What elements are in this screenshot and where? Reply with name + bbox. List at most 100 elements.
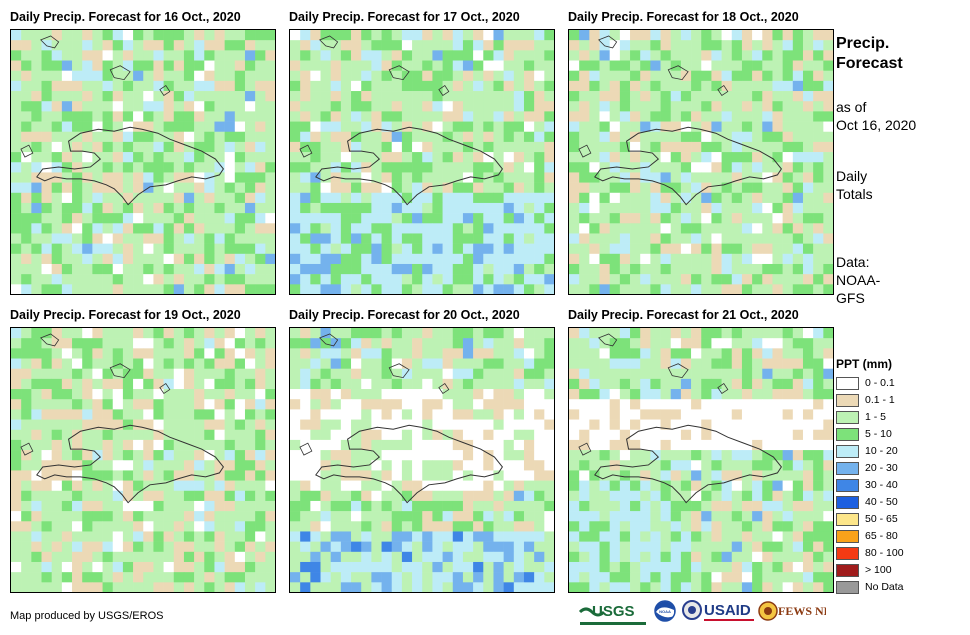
precip-cell (391, 70, 403, 82)
precip-cell (204, 30, 215, 41)
precip-cell (503, 521, 515, 532)
precip-cell (234, 328, 246, 339)
precip-cell (680, 470, 692, 481)
precip-cell (194, 243, 205, 255)
precip-cell (290, 253, 301, 265)
precip-cell (290, 80, 301, 92)
precip-cell (569, 60, 580, 71)
precip-cell (214, 141, 225, 153)
precip-cell (823, 429, 833, 441)
precip-cell (361, 80, 372, 92)
precip-cell (82, 419, 93, 431)
precip-cell (741, 348, 753, 359)
precip-cell (371, 378, 382, 390)
precip-cell (741, 409, 753, 420)
precip-cell (310, 470, 321, 481)
precip-cell (619, 490, 631, 502)
precip-cell (452, 91, 464, 102)
precip-cell (143, 172, 154, 183)
precip-cell (442, 152, 454, 163)
precip-cell (721, 378, 733, 390)
precip-cell (731, 60, 743, 71)
precip-cell (701, 131, 712, 143)
precip-cell (650, 192, 661, 204)
precip-cell (194, 460, 205, 471)
precip-cell (772, 253, 783, 265)
precip-cell (11, 182, 22, 194)
precip-cell (351, 439, 362, 451)
precip-cell (31, 521, 42, 532)
precip-cell (82, 274, 93, 285)
precip-cell (214, 378, 225, 390)
precip-cell (320, 152, 331, 163)
precip-cell (462, 101, 474, 112)
precip-cell (792, 50, 804, 61)
precip-cell (660, 263, 672, 275)
precip-map[interactable] (289, 327, 555, 593)
precip-cell (173, 439, 185, 451)
precip-cell (244, 500, 256, 512)
precip-cell (569, 500, 580, 512)
precip-cell (589, 253, 600, 265)
precip-map[interactable] (568, 327, 834, 593)
precip-cell (204, 233, 215, 244)
precip-cell (432, 429, 443, 441)
precip-cell (41, 243, 52, 255)
precip-cell (579, 243, 590, 255)
precip-cell (224, 521, 236, 532)
precip-cell (579, 213, 590, 224)
precip-cell (523, 141, 535, 153)
precip-cell (72, 30, 83, 41)
precip-cell (102, 521, 114, 532)
precip-cell (721, 152, 733, 163)
precip-cell (630, 338, 641, 349)
precip-cell (351, 50, 362, 61)
precip-cell (650, 253, 661, 265)
precip-map[interactable] (10, 327, 276, 593)
precip-cell (310, 348, 321, 359)
precip-cell (823, 213, 833, 224)
precip-map[interactable] (10, 29, 276, 295)
precip-cell (772, 551, 783, 563)
precip-cell (544, 399, 554, 410)
precip-cell (51, 40, 63, 51)
precip-cell (462, 358, 474, 369)
precip-cell (432, 284, 443, 294)
precip-cell (340, 348, 352, 359)
precip-cell (513, 243, 525, 255)
precip-cell (452, 202, 464, 214)
precip-cell (741, 368, 753, 380)
precip-cell (802, 202, 814, 214)
precip-map[interactable] (568, 29, 834, 295)
precip-cell (183, 490, 195, 502)
precip-cell (173, 131, 185, 143)
precip-cell (194, 30, 205, 41)
precip-cell (340, 511, 352, 522)
precip-cell (361, 521, 372, 532)
precip-map[interactable] (289, 29, 555, 295)
precip-cell (133, 223, 144, 234)
precip-cell (163, 121, 175, 133)
precip-cell (452, 521, 464, 532)
precip-cell (630, 389, 641, 400)
precip-cell (340, 131, 352, 143)
precip-cell (351, 582, 362, 592)
precip-cell (711, 30, 722, 41)
precip-cell (473, 409, 484, 420)
precip-cell (752, 50, 763, 61)
precip-cell (330, 101, 342, 112)
precip-cell (493, 40, 504, 51)
precip-cell (534, 141, 545, 153)
precip-cell (11, 70, 22, 82)
precip-cell (432, 111, 443, 122)
precip-cell (361, 551, 372, 563)
island-outline (159, 383, 171, 395)
precip-cell (31, 429, 42, 441)
precip-cell (670, 470, 682, 481)
precip-cell (92, 389, 103, 400)
precip-cell (619, 328, 631, 339)
precip-cell (122, 213, 134, 224)
precip-cell (813, 328, 824, 339)
precip-cell (224, 490, 236, 502)
precip-cell (183, 338, 195, 349)
